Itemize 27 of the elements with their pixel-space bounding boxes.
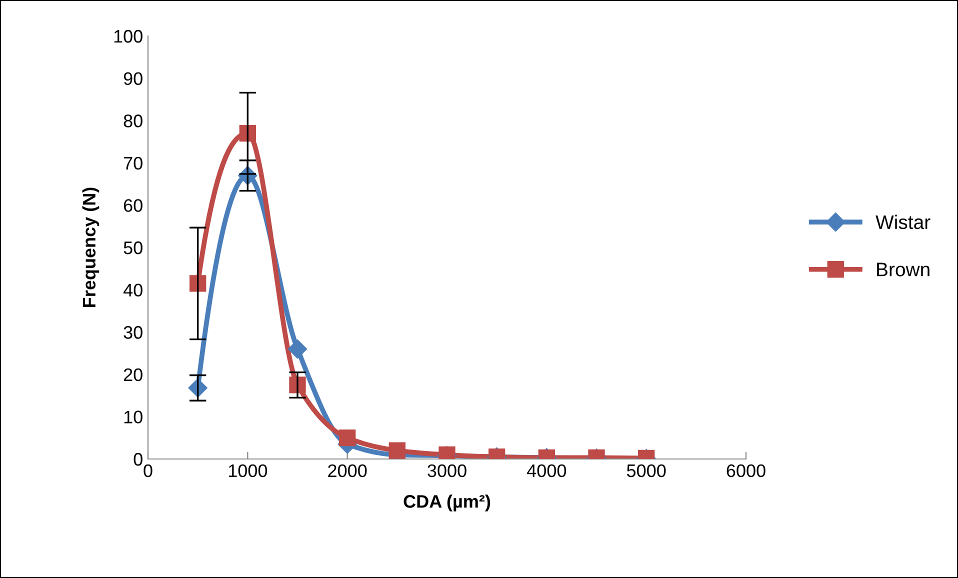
legend-label: Brown [877,262,930,276]
point [190,275,206,292]
x-tick-label: 6000 [726,464,766,478]
y-tick-label: 10 [124,410,142,424]
legend-label: Wistar [876,214,930,230]
y-tick-label: 40 [123,284,142,297]
x-axis-title: CDA (µm²) [404,494,490,512]
y-tick-label: 50 [124,241,142,254]
point [239,124,256,142]
y-tick-label: 90 [124,72,142,86]
y-axis-title: Frequency (N) [82,188,100,307]
point [388,442,406,459]
y-tick-label: 60 [124,199,142,212]
x-tick-label: 3000 [428,464,466,478]
y-tick-label: 30 [124,326,142,339]
x-tick-label: 0 [144,464,152,478]
y-tick-label: 100 [114,30,142,43]
x-tick-label: 2000 [328,464,367,478]
y-tick-label: 20 [124,368,142,382]
point [288,339,308,359]
y-tick-label: 70 [124,156,142,170]
x-tick-label: 1000 [228,464,268,478]
x-tick-label: 4000 [527,464,566,478]
point [339,430,356,446]
x-tick-label: 5000 [626,464,666,478]
y-tick-label: 0 [134,452,142,466]
y-tick-label: 80 [124,114,142,128]
